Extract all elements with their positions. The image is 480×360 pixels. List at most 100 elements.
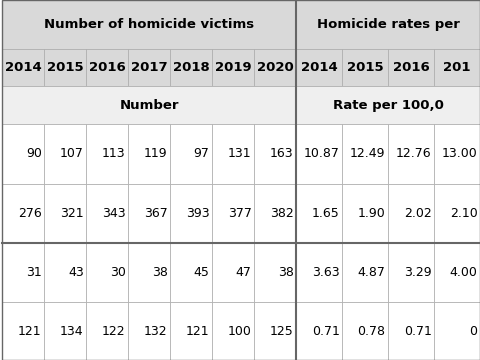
Text: 377: 377 <box>228 207 252 220</box>
Text: 0.71: 0.71 <box>312 325 339 338</box>
Text: 10.87: 10.87 <box>304 147 339 161</box>
Text: 2.02: 2.02 <box>404 207 432 220</box>
Bar <box>170 124 212 184</box>
Text: 12.49: 12.49 <box>350 147 385 161</box>
Text: 393: 393 <box>186 207 210 220</box>
Bar <box>434 243 480 302</box>
Text: 3.29: 3.29 <box>404 266 432 279</box>
Text: Number: Number <box>119 99 179 112</box>
Text: 100: 100 <box>228 325 252 338</box>
Bar <box>212 124 254 184</box>
Text: 31: 31 <box>26 266 42 279</box>
Bar <box>212 49 254 86</box>
Bar <box>296 124 342 184</box>
Text: 2019: 2019 <box>215 61 252 74</box>
Text: Homicide rates per: Homicide rates per <box>316 18 459 31</box>
Bar <box>388 49 434 86</box>
Text: 121: 121 <box>18 325 42 338</box>
Bar <box>128 49 170 86</box>
Bar <box>434 124 480 184</box>
Bar <box>86 302 128 360</box>
Bar <box>388 243 434 302</box>
Bar <box>254 49 296 86</box>
Text: 134: 134 <box>60 325 84 338</box>
Bar <box>388 302 434 360</box>
Text: 0: 0 <box>469 325 478 338</box>
Bar <box>2 0 296 49</box>
Bar <box>296 243 342 302</box>
Bar <box>2 124 44 184</box>
Bar <box>254 124 296 184</box>
Bar <box>170 243 212 302</box>
Text: 13.00: 13.00 <box>442 147 478 161</box>
Bar <box>342 49 388 86</box>
Bar <box>44 302 86 360</box>
Text: 90: 90 <box>26 147 42 161</box>
Bar <box>44 49 86 86</box>
Text: 2015: 2015 <box>47 61 84 74</box>
Bar <box>128 302 170 360</box>
Bar <box>44 243 86 302</box>
Bar <box>2 302 44 360</box>
Bar <box>170 49 212 86</box>
Text: 343: 343 <box>102 207 126 220</box>
Bar <box>342 124 388 184</box>
Text: 382: 382 <box>270 207 294 220</box>
Text: 1.65: 1.65 <box>312 207 339 220</box>
Text: 3.63: 3.63 <box>312 266 339 279</box>
Bar <box>2 184 44 243</box>
Text: 2017: 2017 <box>131 61 168 74</box>
Text: 2018: 2018 <box>173 61 209 74</box>
Text: 201: 201 <box>443 61 471 74</box>
Text: 38: 38 <box>152 266 168 279</box>
Bar <box>86 184 128 243</box>
Text: 2015: 2015 <box>347 61 384 74</box>
Bar <box>434 302 480 360</box>
Text: 2014: 2014 <box>5 61 41 74</box>
Text: 4.00: 4.00 <box>450 266 478 279</box>
Bar <box>434 184 480 243</box>
Text: 1.90: 1.90 <box>358 207 385 220</box>
Text: 30: 30 <box>110 266 126 279</box>
Bar <box>296 302 342 360</box>
Bar <box>212 243 254 302</box>
Text: 122: 122 <box>102 325 126 338</box>
Bar <box>170 184 212 243</box>
Text: 119: 119 <box>144 147 168 161</box>
Text: Rate per 100,0: Rate per 100,0 <box>333 99 444 112</box>
Text: 12.76: 12.76 <box>396 147 432 161</box>
Text: 107: 107 <box>60 147 84 161</box>
Text: 0.71: 0.71 <box>404 325 432 338</box>
Text: 4.87: 4.87 <box>358 266 385 279</box>
Bar <box>2 243 44 302</box>
Bar <box>388 184 434 243</box>
Bar <box>128 243 170 302</box>
Bar <box>342 243 388 302</box>
Text: 2014: 2014 <box>300 61 337 74</box>
Text: 163: 163 <box>270 147 294 161</box>
Text: 131: 131 <box>228 147 252 161</box>
Text: 38: 38 <box>278 266 294 279</box>
Bar <box>254 184 296 243</box>
Text: 47: 47 <box>236 266 252 279</box>
Bar <box>388 124 434 184</box>
Bar <box>434 49 480 86</box>
Text: 367: 367 <box>144 207 168 220</box>
Bar <box>170 302 212 360</box>
Text: 2020: 2020 <box>257 61 293 74</box>
Text: 113: 113 <box>102 147 126 161</box>
Text: 2016: 2016 <box>89 61 125 74</box>
Text: 2.10: 2.10 <box>450 207 478 220</box>
Text: 276: 276 <box>18 207 42 220</box>
Bar <box>2 86 296 124</box>
Text: 97: 97 <box>194 147 210 161</box>
Bar <box>296 49 342 86</box>
Text: 0.78: 0.78 <box>358 325 385 338</box>
Bar <box>44 184 86 243</box>
Bar <box>86 49 128 86</box>
Text: 132: 132 <box>144 325 168 338</box>
Bar <box>2 49 44 86</box>
Text: 121: 121 <box>186 325 210 338</box>
Text: 43: 43 <box>68 266 84 279</box>
Bar <box>296 184 342 243</box>
